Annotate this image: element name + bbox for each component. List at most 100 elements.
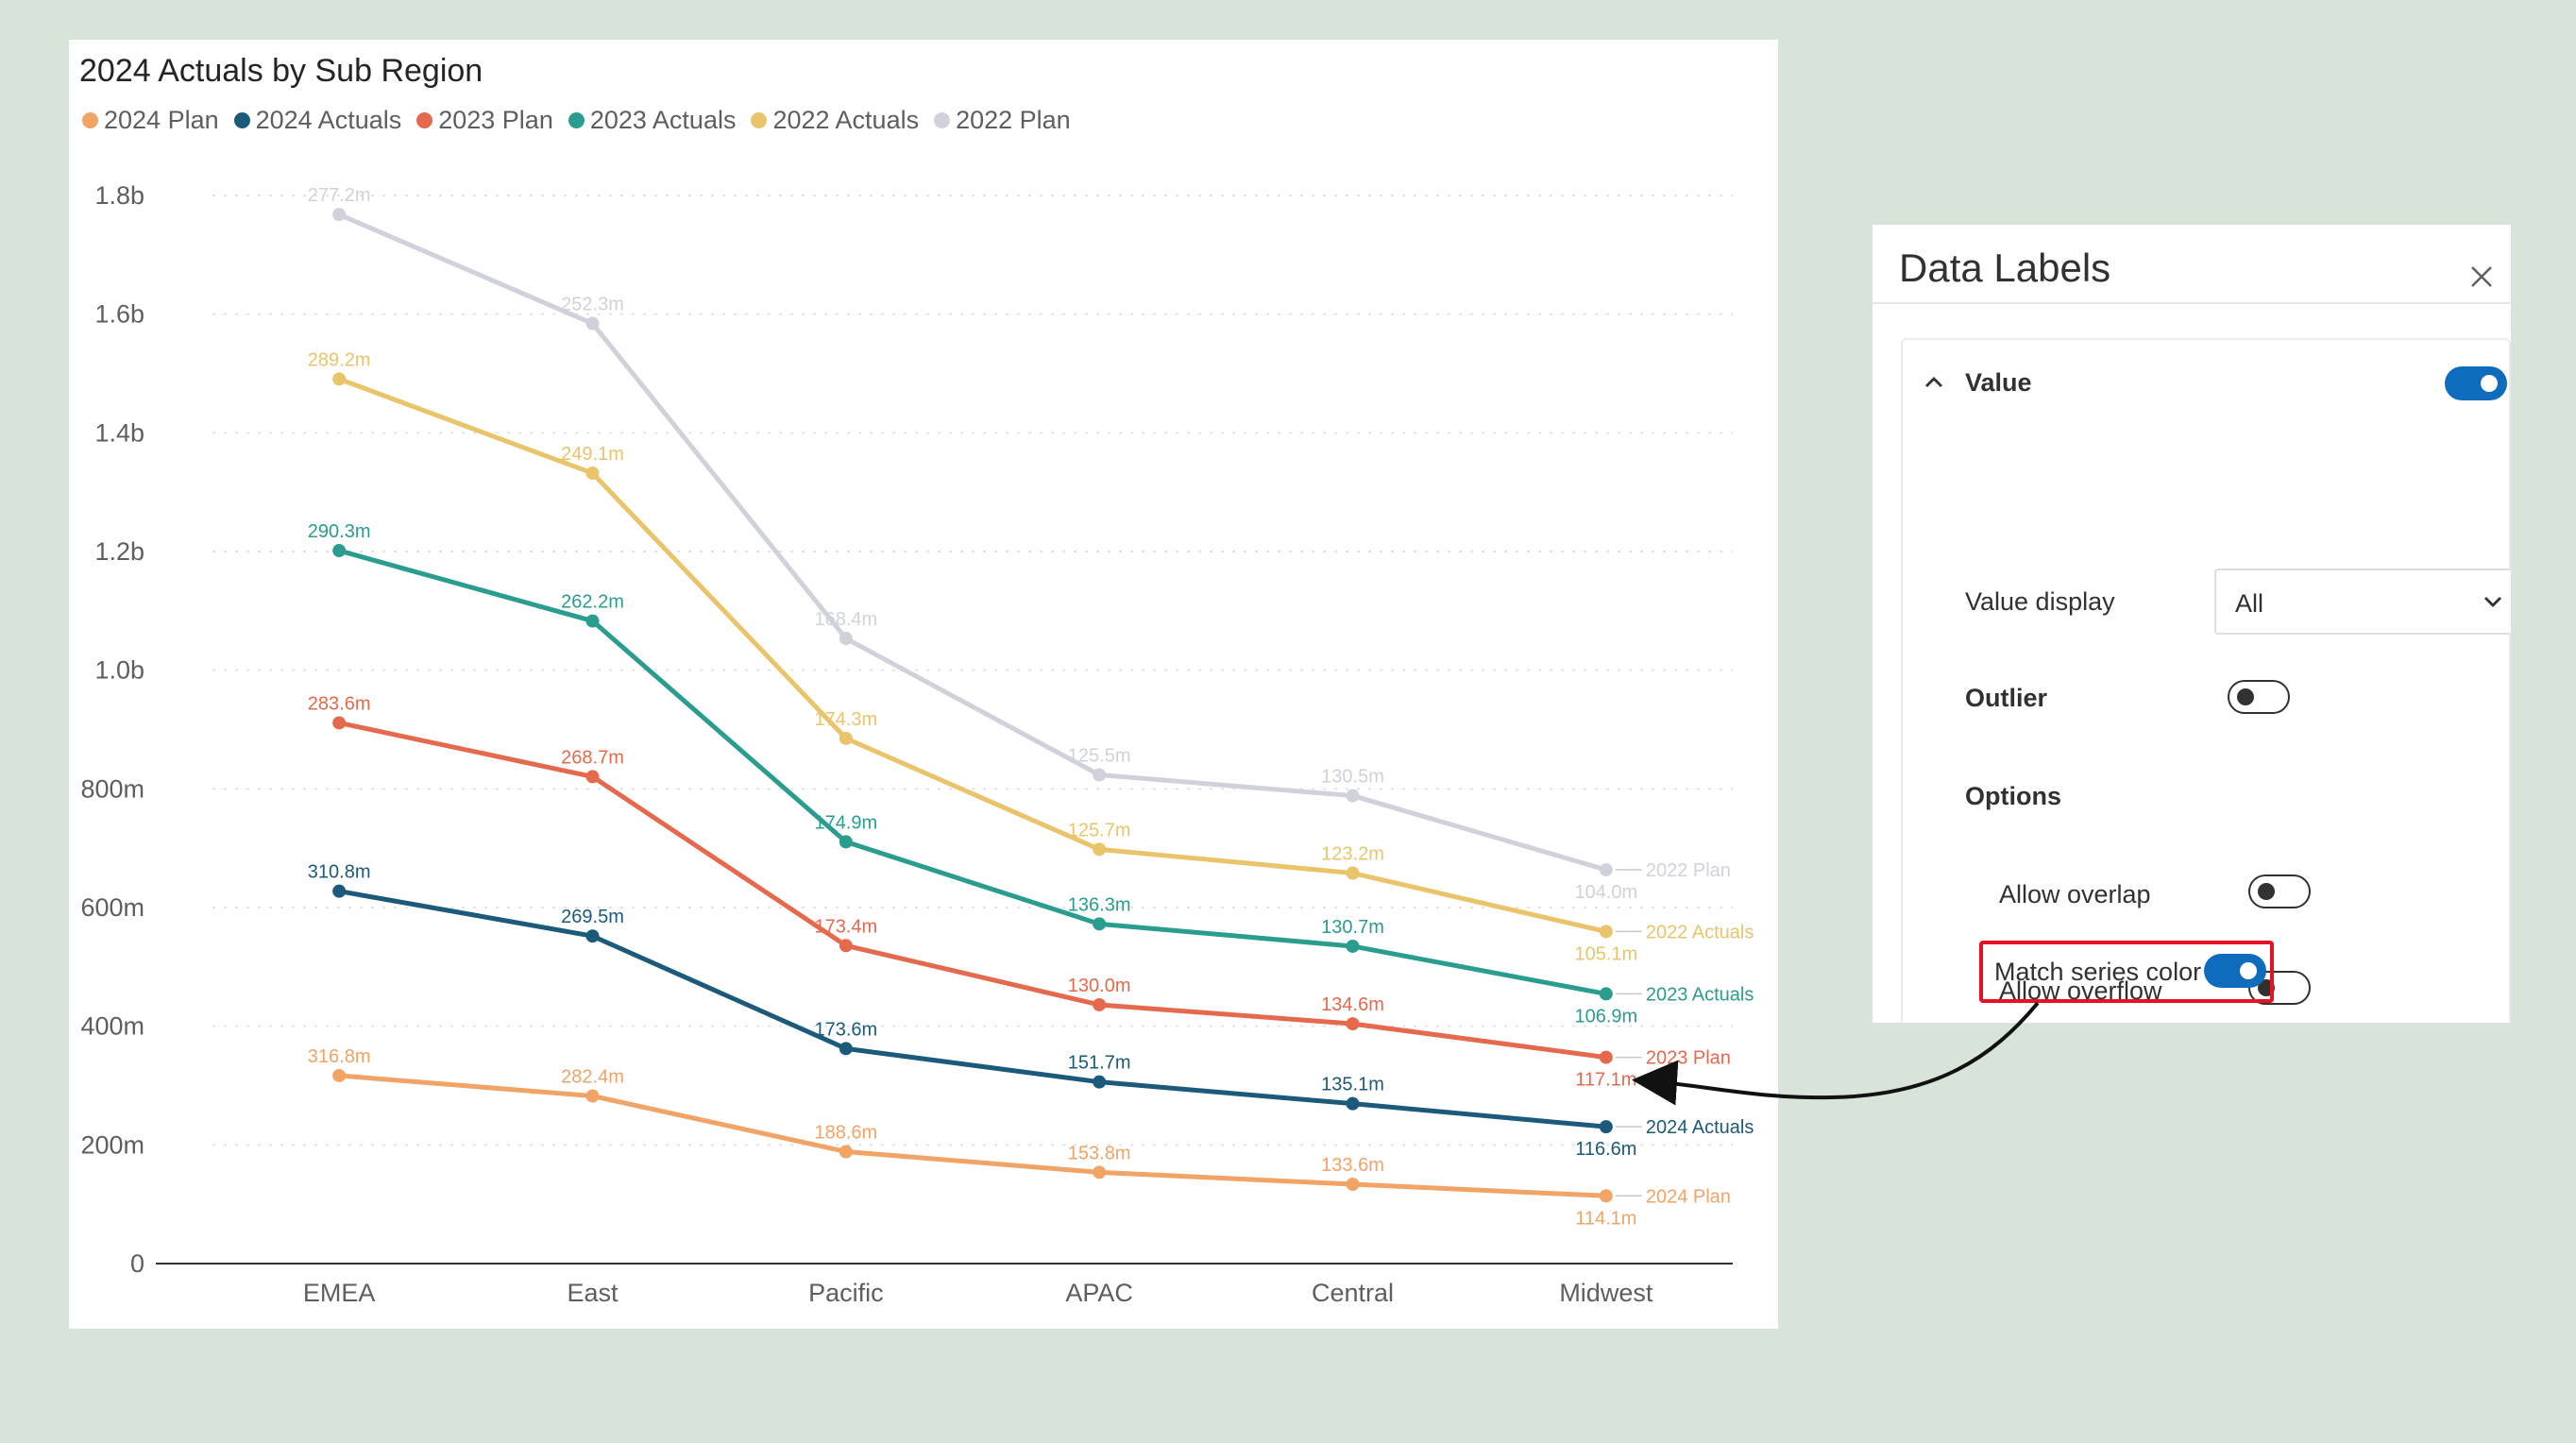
pane-divider (1873, 302, 2511, 304)
series-end-label: 2022 Plan (1646, 860, 1731, 881)
value-section-label[interactable]: Value (1965, 368, 2032, 397)
series-end-label: 2024 Plan (1646, 1186, 1731, 1207)
legend-marker (568, 112, 585, 128)
data-point (1346, 789, 1360, 803)
y-tick-label: 400m (80, 1012, 144, 1041)
data-point (1599, 987, 1613, 1001)
data-label: 130.5m (1321, 767, 1384, 788)
legend-item[interactable]: 2022 Plan (934, 106, 1071, 135)
y-tick-label: 1.0b (94, 656, 144, 685)
data-point (839, 1042, 853, 1056)
legend-item[interactable]: 2022 Actuals (751, 106, 919, 135)
x-tick-label: East (567, 1279, 619, 1307)
chart-visual[interactable]: 0 200m 400m 600m 800m 1.0b 1.2b 1.4b 1.6b 1.8b EME… (69, 40, 1778, 1329)
data-point (1093, 917, 1107, 931)
data-point (585, 467, 600, 481)
series-line (338, 889, 1607, 1129)
outlier-toggle[interactable] (2228, 680, 2290, 714)
legend-marker (751, 112, 768, 128)
data-label: 136.3m (1068, 894, 1131, 915)
data-label: 114.1m (1575, 1208, 1636, 1229)
data-point (332, 884, 347, 898)
data-label: 134.6m (1321, 994, 1384, 1015)
data-point (1093, 997, 1107, 1011)
series-end-label: 2024 Actuals (1646, 1117, 1754, 1138)
series-end-label: 2022 Actuals (1646, 922, 1754, 942)
data-label: 125.5m (1068, 746, 1131, 767)
data-label: 174.3m (814, 709, 877, 730)
y-tick-label: 600m (80, 893, 144, 922)
data-label: 173.6m (814, 1019, 877, 1040)
data-label: 130.7m (1321, 917, 1384, 938)
data-label: 316.8m (308, 1046, 371, 1067)
legend-item[interactable]: 2024 Actuals (233, 106, 402, 135)
x-tick-label: Midwest (1559, 1279, 1653, 1307)
data-label: 151.7m (1068, 1053, 1131, 1074)
legend-marker (934, 112, 951, 128)
data-label: 133.6m (1321, 1155, 1384, 1176)
options-label: Options (1965, 782, 2061, 810)
data-point (839, 731, 853, 745)
data-label: 106.9m (1574, 1006, 1637, 1027)
value-display-dropdown[interactable]: All (2214, 569, 2511, 635)
data-point (1346, 866, 1360, 880)
legend-item[interactable]: 2023 Plan (416, 106, 553, 135)
data-point (332, 208, 347, 222)
y-tick-label: 200m (80, 1130, 144, 1159)
value-display-selected: All (2235, 589, 2264, 618)
series-line (338, 548, 1607, 996)
data-point (585, 929, 600, 943)
data-point (1599, 1120, 1613, 1134)
data-label: 283.6m (308, 693, 371, 714)
match-series-color-label: Match series color (1994, 958, 2202, 986)
y-tick-label: 1.8b (94, 181, 144, 210)
y-tick-label: 800m (80, 774, 144, 803)
data-label: 310.8m (308, 862, 371, 883)
data-point (585, 316, 600, 331)
legend-label: 2024 Actuals (255, 106, 402, 134)
data-label: 130.0m (1068, 976, 1131, 996)
series-line (338, 1073, 1606, 1198)
legend-label: 2022 Plan (956, 106, 1071, 134)
legend-label: 2023 Plan (438, 106, 553, 134)
legend-label: 2024 Plan (104, 106, 219, 134)
value-section-card: Value Value display All Outlier Options … (1901, 338, 2511, 1023)
y-tick-label: 1.2b (94, 537, 144, 566)
data-point (1599, 863, 1613, 877)
data-label: 168.4m (814, 609, 877, 630)
match-series-color-toggle[interactable] (2204, 954, 2266, 988)
allow-overlap-toggle[interactable] (2248, 874, 2311, 908)
data-label: 289.2m (308, 349, 371, 370)
x-tick-label: Pacific (808, 1279, 884, 1307)
data-label: 277.2m (308, 185, 371, 206)
data-point (1346, 1017, 1360, 1031)
data-point (1346, 939, 1360, 953)
legend-marker (416, 112, 433, 128)
y-tick-label: 0 (130, 1249, 144, 1278)
legend-item[interactable]: 2023 Actuals (568, 106, 736, 135)
data-point (1093, 1165, 1107, 1180)
data-label: 282.4m (561, 1067, 624, 1088)
data-point (839, 835, 853, 849)
data-label: 104.0m (1574, 882, 1637, 903)
legend-item[interactable]: 2024 Plan (82, 106, 219, 135)
chevron-up-icon[interactable] (1922, 370, 1946, 395)
series-line (338, 212, 1607, 873)
data-point (585, 1089, 600, 1103)
data-label: 173.4m (814, 916, 877, 937)
data-label: 249.1m (561, 444, 624, 465)
data-point (1093, 842, 1107, 857)
value-toggle[interactable] (2445, 366, 2507, 400)
data-point (839, 632, 853, 646)
data-point (1599, 1050, 1613, 1064)
data-label: 269.5m (561, 907, 624, 927)
data-label: 135.1m (1321, 1075, 1384, 1095)
data-label: 268.7m (561, 747, 624, 768)
series-end-label: 2023 Plan (1646, 1048, 1731, 1069)
legend-marker (82, 112, 98, 128)
close-icon[interactable] (2467, 263, 2496, 291)
data-label: 290.3m (308, 521, 371, 542)
line-chart: 0 200m 400m 600m 800m 1.0b 1.2b 1.4b 1.6b 1.8b EME… (80, 181, 1754, 1307)
data-point (1093, 768, 1107, 782)
chart-title: 2024 Actuals by Sub Region (79, 53, 483, 89)
